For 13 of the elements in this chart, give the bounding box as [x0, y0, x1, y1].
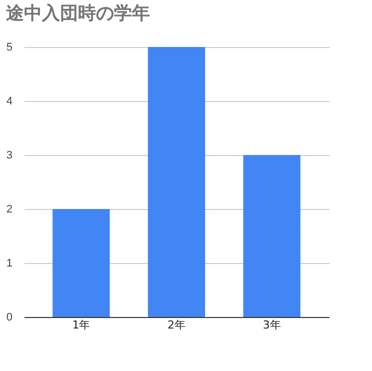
y-tick-label: 4 — [6, 96, 12, 108]
bar — [243, 155, 300, 317]
x-tick-label: 1年 — [72, 318, 90, 332]
y-tick-label: 2 — [6, 204, 12, 216]
y-tick-label: 0 — [6, 312, 12, 324]
y-tick-label: 5 — [6, 42, 12, 54]
x-tick-label: 3年 — [262, 318, 281, 332]
x-tick-label: 2年 — [168, 318, 186, 332]
bar — [52, 209, 110, 317]
chart-title: 途中入団時の学年 — [6, 3, 150, 24]
y-tick-label: 1 — [6, 258, 12, 270]
bar — [148, 47, 206, 317]
y-tick-label: 3 — [6, 150, 12, 162]
